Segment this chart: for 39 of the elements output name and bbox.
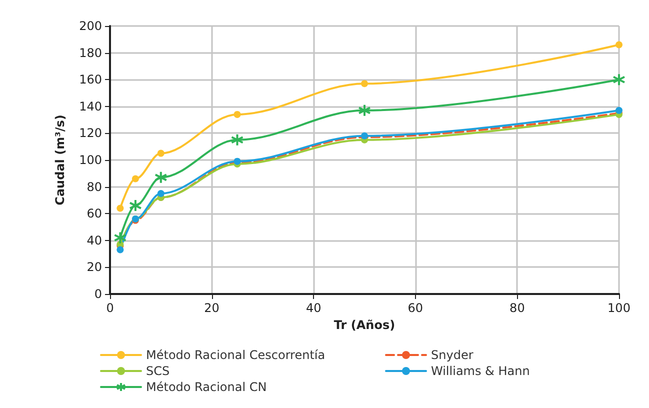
- y-tick-label: 80: [86, 180, 102, 194]
- x-axis-title: Tr (Años): [334, 318, 396, 332]
- point: [157, 150, 164, 157]
- x-tick-label: 40: [306, 301, 322, 315]
- y-tick-label: 200: [79, 19, 102, 33]
- point: [616, 106, 622, 114]
- point: [616, 41, 622, 48]
- point: [358, 104, 371, 117]
- legend-label: Método Racional CN: [146, 380, 267, 394]
- point: [230, 133, 244, 146]
- point: [157, 190, 164, 197]
- y-tick-label: 20: [86, 260, 102, 274]
- y-tick-label: 160: [79, 72, 102, 87]
- point: [234, 110, 241, 118]
- point: [116, 204, 124, 212]
- point: [132, 175, 139, 182]
- point: [361, 80, 368, 88]
- y-tick-label: 60: [86, 206, 102, 221]
- point: [154, 170, 168, 184]
- x-tick-label: 80: [510, 301, 525, 315]
- legend-label: Método Racional Cescorrentía: [146, 348, 326, 362]
- x-tick-label: 0: [106, 301, 114, 315]
- y-tick-label: 100: [79, 153, 102, 167]
- x-tick-label: 100: [608, 301, 630, 315]
- x-tick-label: 60: [408, 301, 424, 315]
- point: [612, 73, 626, 86]
- y-axis-title: Caudal (m³/s): [53, 114, 67, 206]
- point: [128, 199, 142, 212]
- y-tick-label: 180: [79, 46, 102, 60]
- legend-label: SCS: [146, 364, 170, 378]
- y-tick-label: 0: [94, 287, 102, 301]
- y-tick-label: 140: [79, 99, 102, 114]
- legend-label: Snyder: [431, 348, 474, 362]
- y-tick-label: 120: [79, 126, 102, 140]
- x-tick-label: 20: [204, 301, 220, 315]
- point: [116, 246, 124, 254]
- y-tick-label: 40: [86, 233, 102, 248]
- legend-label: Williams & Hann: [431, 364, 530, 378]
- point: [114, 231, 127, 244]
